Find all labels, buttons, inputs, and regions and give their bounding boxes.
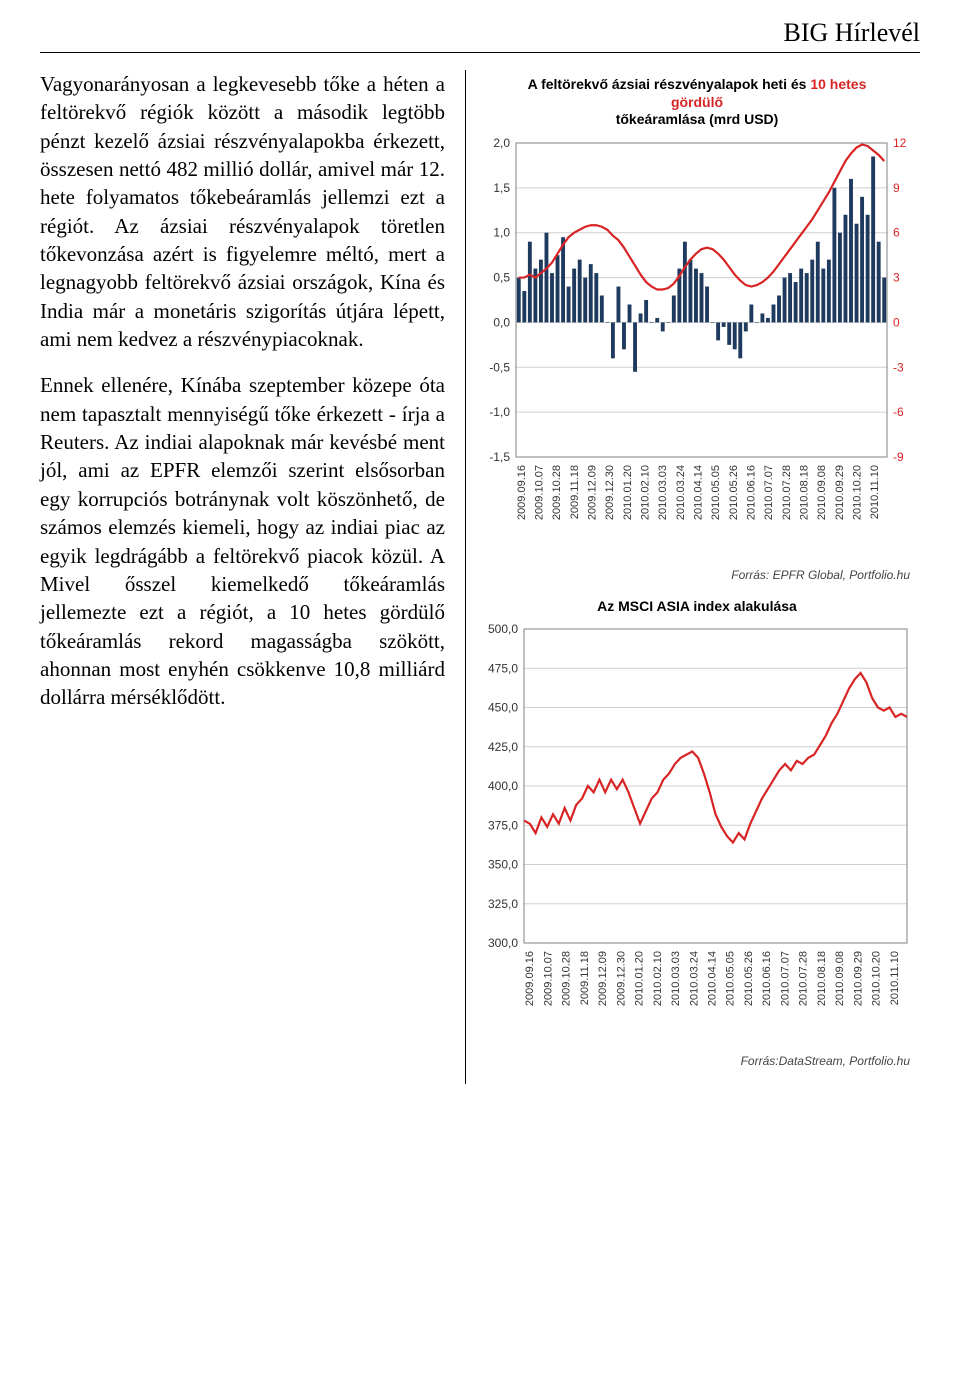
svg-text:2010.10.20: 2010.10.20 [852,465,864,520]
svg-text:1,0: 1,0 [493,225,510,239]
svg-text:0: 0 [893,315,900,329]
svg-text:2010.08.18: 2010.08.18 [816,951,828,1006]
paragraph-1: Vagyonarányosan a legkevesebb tőke a hét… [40,70,445,353]
paragraph-2: Ennek ellenére, Kínába szeptember közepe… [40,371,445,711]
svg-text:-9: -9 [893,450,904,464]
svg-text:2010.11.10: 2010.11.10 [869,465,881,519]
svg-text:2010.01.20: 2010.01.20 [622,465,634,520]
svg-text:2010.03.03: 2010.03.03 [670,951,682,1006]
svg-text:2010.08.18: 2010.08.18 [799,465,811,520]
svg-text:2010.06.16: 2010.06.16 [761,951,773,1006]
svg-text:2010.01.20: 2010.01.20 [634,951,646,1006]
svg-text:0,5: 0,5 [493,270,510,284]
svg-text:2009.10.28: 2009.10.28 [561,951,573,1006]
svg-text:2010.06.16: 2010.06.16 [746,465,758,520]
svg-text:325,0: 325,0 [488,897,518,911]
content: Vagyonarányosan a legkevesebb tőke a hét… [40,70,920,1084]
svg-text:2010.07.28: 2010.07.28 [798,951,810,1006]
article-text: Vagyonarányosan a legkevesebb tőke a hét… [40,70,445,1084]
svg-text:2010.03.24: 2010.03.24 [688,951,700,1006]
svg-text:2010.04.14: 2010.04.14 [693,465,705,520]
svg-text:-3: -3 [893,360,904,374]
chart-1-title-a: A feltörekvő ázsiai részvényalapok heti … [528,76,811,92]
svg-text:2010.03.03: 2010.03.03 [657,465,669,520]
svg-text:2010.03.24: 2010.03.24 [675,465,687,520]
svg-text:1,5: 1,5 [493,180,510,194]
svg-text:500,0: 500,0 [488,623,518,636]
svg-text:2010.07.07: 2010.07.07 [779,951,791,1006]
page-header: BIG Hírlevél [784,18,920,48]
svg-text:2009.11.18: 2009.11.18 [569,465,581,519]
svg-text:2009.09.16: 2009.09.16 [524,951,536,1006]
svg-text:2009.12.30: 2009.12.30 [615,951,627,1006]
chart-2-source: Forrás:DataStream, Portfolio.hu [474,1054,910,1068]
svg-text:2009.11.18: 2009.11.18 [579,951,591,1005]
svg-text:2009.10.07: 2009.10.07 [534,465,546,520]
svg-text:400,0: 400,0 [488,779,518,793]
chart-2-title: Az MSCI ASIA index alakulása [504,598,890,616]
svg-text:2009.12.30: 2009.12.30 [604,465,616,520]
svg-text:2010.04.14: 2010.04.14 [707,951,719,1006]
svg-text:2010.09.08: 2010.09.08 [816,465,828,520]
svg-text:2010.07.07: 2010.07.07 [763,465,775,520]
svg-text:2010.11.10: 2010.11.10 [889,951,901,1005]
svg-text:375,0: 375,0 [488,818,518,832]
svg-text:475,0: 475,0 [488,661,518,675]
chart-1-source: Forrás: EPFR Global, Portfolio.hu [474,568,910,582]
svg-text:-6: -6 [893,405,904,419]
svg-text:-0,5: -0,5 [489,360,510,374]
chart-1-svg: 2,0 12 1,5 9 1,0 6 0,5 3 0,0 0 -0,5 -3 -1,0 -6 -1,5 -9 2… [474,137,919,557]
svg-text:2009.10.28: 2009.10.28 [551,465,563,520]
svg-text:300,0: 300,0 [488,936,518,950]
svg-text:2009.12.09: 2009.12.09 [597,951,609,1006]
svg-text:2010.10.20: 2010.10.20 [871,951,883,1006]
svg-text:12: 12 [893,137,907,150]
svg-text:450,0: 450,0 [488,701,518,715]
svg-text:425,0: 425,0 [488,740,518,754]
svg-text:2010.02.10: 2010.02.10 [640,465,652,520]
svg-text:9: 9 [893,180,900,194]
svg-text:2010.02.10: 2010.02.10 [652,951,664,1006]
svg-text:-1,0: -1,0 [489,405,510,419]
svg-text:-1,5: -1,5 [489,450,510,464]
svg-text:2009.09.16: 2009.09.16 [516,465,528,520]
chart-2: Az MSCI ASIA index alakulása 500,0 475,0 4… [474,598,920,1069]
svg-text:2,0: 2,0 [493,137,510,150]
svg-text:2010.09.29: 2010.09.29 [852,951,864,1006]
charts-column: A feltörekvő ázsiai részvényalapok heti … [465,70,920,1084]
chart-1: A feltörekvő ázsiai részvényalapok heti … [474,76,920,582]
svg-text:2010.09.08: 2010.09.08 [834,951,846,1006]
header-rule [40,52,920,53]
svg-text:0,0: 0,0 [493,315,510,329]
svg-text:3: 3 [893,270,900,284]
svg-text:2010.05.26: 2010.05.26 [743,951,755,1006]
svg-text:2010.05.05: 2010.05.05 [725,951,737,1006]
svg-text:2010.05.05: 2010.05.05 [710,465,722,520]
svg-text:6: 6 [893,225,900,239]
svg-text:350,0: 350,0 [488,858,518,872]
svg-text:2010.07.28: 2010.07.28 [781,465,793,520]
chart-1-title: A feltörekvő ázsiai részvényalapok heti … [504,76,890,129]
svg-text:2009.12.09: 2009.12.09 [587,465,599,520]
chart-2-svg: 500,0 475,0 450,0 425,0 400,0 375,0 350,0 325,0… [474,623,919,1043]
header-title: BIG Hírlevél [784,18,920,47]
chart-1-title-b: tőkeáramlása (mrd USD) [616,111,779,127]
svg-text:2010.09.29: 2010.09.29 [834,465,846,520]
svg-text:2009.10.07: 2009.10.07 [542,951,554,1006]
svg-text:2010.05.26: 2010.05.26 [728,465,740,520]
